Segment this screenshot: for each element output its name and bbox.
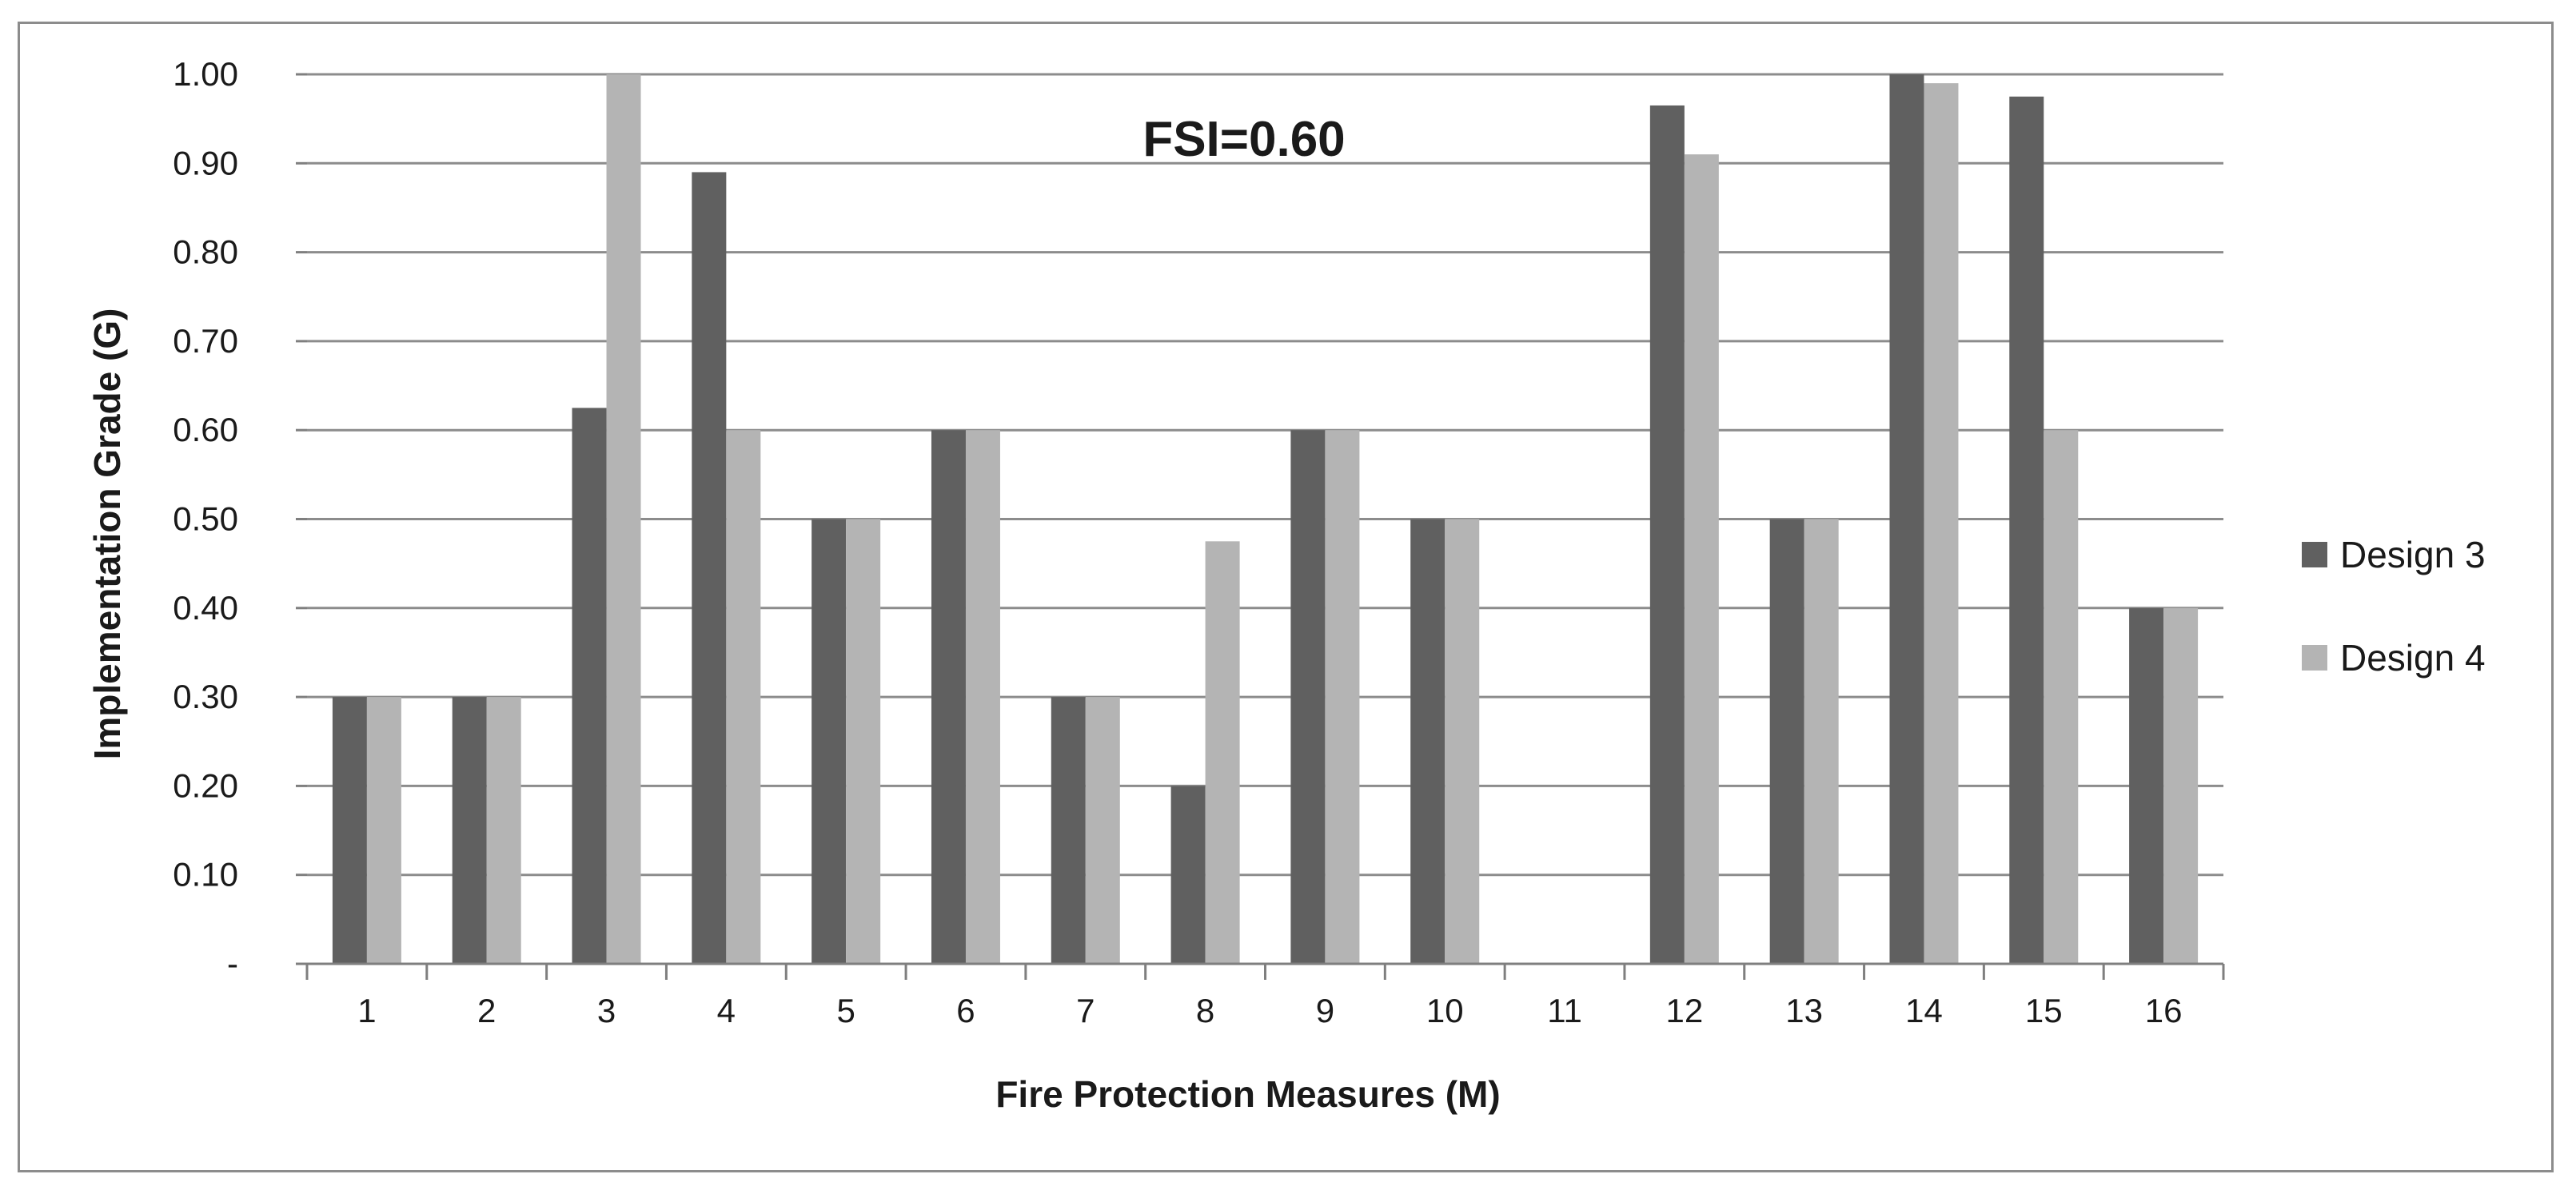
bar-design-3-m4 (692, 172, 727, 964)
x-tick-label: 10 (1426, 992, 1464, 1029)
bar-design-4-m10 (1445, 519, 1480, 964)
bar-design-4-m1 (366, 697, 401, 964)
legend-swatch-design-4 (2302, 645, 2327, 671)
x-tick-label: 6 (956, 992, 975, 1029)
x-tick-label: 16 (2145, 992, 2183, 1029)
legend-swatch-design-3 (2302, 542, 2327, 567)
legend-label-design-3: Design 3 (2340, 534, 2486, 575)
x-tick-label: 4 (717, 992, 736, 1029)
bar-design-4-m7 (1085, 697, 1120, 964)
bar-design-3-m14 (1889, 74, 1924, 964)
y-tick-labels: - 0.10 0.20 0.30 0.40 0.50 0.60 0.70 0.80 0.90 1.0… (173, 55, 238, 982)
bar-design-4-m3 (606, 74, 641, 964)
bar-design-3-m2 (452, 697, 487, 964)
bar-design-3-m5 (811, 519, 847, 964)
x-tick-label: 11 (1547, 992, 1582, 1029)
bar-design-4-m12 (1684, 154, 1719, 965)
y-tick-label: 0.70 (173, 322, 238, 360)
x-tick-label: 3 (597, 992, 616, 1029)
x-tick-label: 15 (2025, 992, 2063, 1029)
bar-design-4-m4 (726, 430, 761, 964)
legend: Design 3 Design 4 (2302, 534, 2486, 679)
bar-design-3-m16 (2129, 607, 2164, 964)
x-tick-label: 8 (1196, 992, 1214, 1029)
bar-design-4-m14 (1924, 83, 1959, 964)
x-axis-title: Fire Protection Measures (M) (995, 1073, 1500, 1115)
y-tick-label: - (227, 945, 238, 982)
x-tick-labels: 1 2 3 4 5 6 7 8 9 10 11 12 13 14 15 16 (357, 992, 2182, 1029)
x-tick-label: 13 (1785, 992, 1823, 1029)
bar-design-4-m6 (965, 430, 1000, 964)
bar-design-3-m3 (572, 408, 607, 964)
bar-design-4-m9 (1325, 430, 1360, 964)
y-tick-label: 0.80 (173, 233, 238, 271)
bar-design-3-m13 (1769, 519, 1804, 964)
axes (296, 73, 2225, 980)
bar-design-3-m15 (2009, 96, 2044, 965)
bar-design-3-m7 (1051, 697, 1086, 964)
y-tick-label: 0.90 (173, 144, 238, 181)
x-tick-label: 14 (1905, 992, 1943, 1029)
x-tick-label: 9 (1316, 992, 1334, 1029)
y-axis-title: Implementation Grade (G) (86, 308, 128, 760)
bar-design-4-m5 (846, 519, 881, 964)
legend-item-design-4: Design 4 (2302, 637, 2486, 679)
y-tick-label: 0.40 (173, 589, 238, 627)
x-tick-label: 5 (836, 992, 855, 1029)
bar-design-4-m13 (1804, 519, 1839, 964)
y-tick-label: 0.50 (173, 500, 238, 538)
x-tick-label: 2 (477, 992, 496, 1029)
x-tick-label: 1 (357, 992, 376, 1029)
y-tick-label: 0.60 (173, 411, 238, 448)
bar-design-4-m16 (2163, 607, 2199, 964)
y-tick-label: 0.20 (173, 766, 238, 804)
bar-design-4-m2 (486, 697, 521, 964)
bar-design-3-m8 (1170, 786, 1206, 964)
bar-design-3-m9 (1290, 430, 1326, 964)
legend-item-design-3: Design 3 (2302, 534, 2486, 575)
y-tick-label: 0.10 (173, 856, 238, 894)
bar-chart: - 0.10 0.20 0.30 0.40 0.50 0.60 0.70 0.80 0.90 1.0… (86, 55, 2486, 1115)
y-tick-label: 1.00 (173, 55, 238, 93)
bar-design-3-m12 (1649, 105, 1685, 965)
bar-design-3-m1 (332, 697, 367, 964)
chart-frame: - 0.10 0.20 0.30 0.40 0.50 0.60 0.70 0.80 0.90 1.0… (18, 22, 2554, 1172)
x-tick-label: 12 (1665, 992, 1703, 1029)
bar-design-3-m10 (1410, 519, 1446, 964)
bar-design-4-m15 (2044, 430, 2079, 964)
fsi-annotation: FSI=0.60 (1142, 112, 1345, 167)
y-tick-label: 0.30 (173, 678, 238, 715)
legend-label-design-4: Design 4 (2340, 637, 2486, 679)
bar-design-4-m8 (1205, 541, 1240, 964)
bars (332, 74, 2199, 965)
x-tick-label: 7 (1076, 992, 1095, 1029)
bar-design-3-m6 (931, 430, 966, 964)
